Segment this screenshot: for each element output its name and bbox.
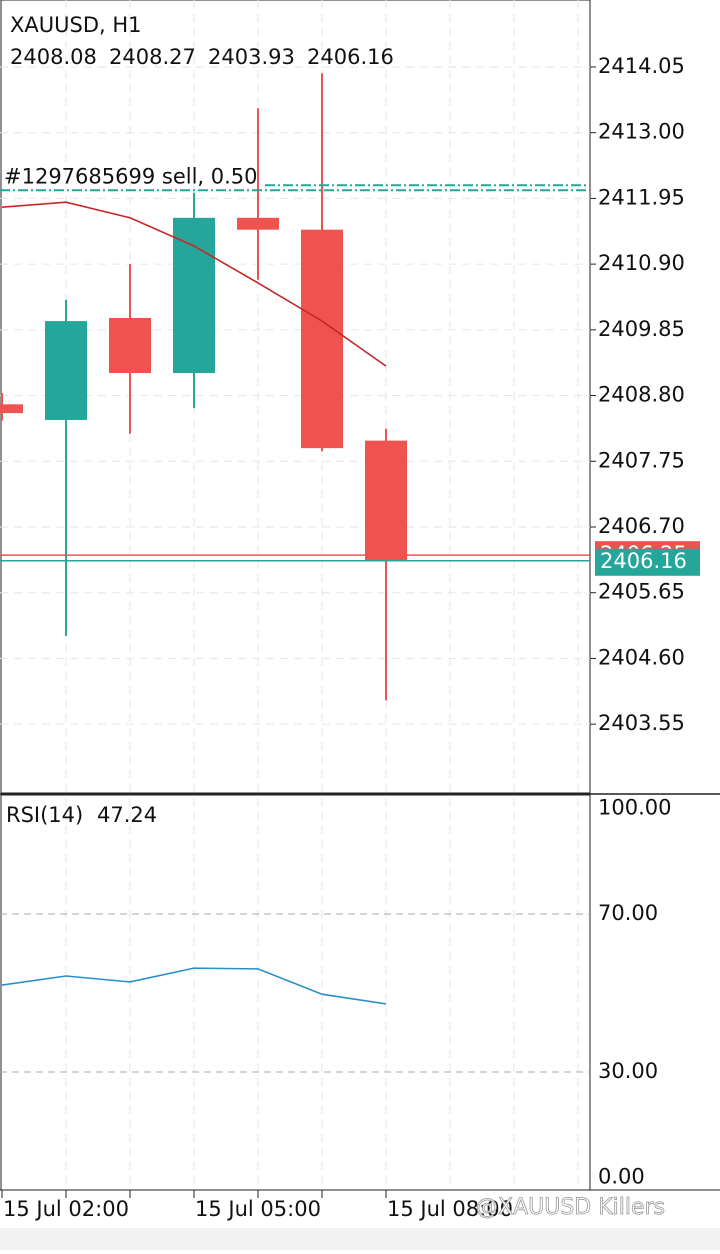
- y-tick-label: 2407.75: [598, 448, 685, 472]
- labels: 2414.05 2413.00 2411.95 2410.90 2409.85 2408.…: [1, 45, 700, 1221]
- y-tick-label: 2409.85: [598, 317, 685, 341]
- ohlc-value: 2403.93: [208, 45, 295, 69]
- y-tick-label: 2405.65: [598, 580, 685, 604]
- y-tick-label: 2411.95: [598, 185, 685, 209]
- rsi-value: 47.24: [97, 803, 157, 827]
- candle-body: [173, 217, 215, 374]
- y-tick-label: 2406.70: [598, 514, 685, 538]
- chart-title: XAUUSD, H1: [10, 13, 142, 37]
- grid: [0, 0, 590, 1190]
- y-tick-label: 0.00: [598, 1165, 645, 1189]
- y-tick-label: 30.00: [598, 1059, 658, 1083]
- ohlc-value: 2406.16: [307, 45, 394, 69]
- candle-body: [109, 317, 151, 374]
- watermark: @XAUUSD Killers: [476, 1195, 665, 1220]
- ohlc-value: 2408.08: [10, 45, 97, 69]
- y-tick-label: 2404.60: [598, 645, 685, 669]
- candle-body: [237, 217, 279, 230]
- candle-body: [45, 321, 87, 420]
- price-label: 2406.16: [600, 549, 687, 573]
- y-tick-label: 100.00: [598, 796, 671, 820]
- bottom-bar: [0, 1228, 720, 1250]
- order-label: #1297685699 sell, 0.50: [4, 164, 258, 188]
- y-tick-label: 2408.80: [598, 383, 685, 407]
- candle-body: [301, 229, 343, 449]
- candle-body: [0, 404, 23, 414]
- x-tick-label: 15 Jul 08:00: [387, 1197, 513, 1221]
- x-tick-label: 15 Jul 02:00: [3, 1197, 129, 1221]
- price-panel-border: [0, 0, 591, 794]
- rsi-line: [1, 967, 387, 1005]
- y-tick-label: 2414.05: [598, 54, 685, 78]
- x-tick-label: 15 Jul 05:00: [195, 1197, 321, 1221]
- y-tick-label: 70.00: [598, 901, 658, 925]
- ohlc-value: 2408.27: [109, 45, 196, 69]
- moving-average: [1, 201, 387, 367]
- rsi-panel-border: [0, 794, 591, 1191]
- candle-body: [365, 440, 407, 561]
- y-tick-label: 2410.90: [598, 251, 685, 275]
- price-label-box: [595, 548, 700, 576]
- marks: [0, 73, 590, 1005]
- rsi-name: RSI(14): [6, 803, 83, 827]
- y-tick-label: 2403.55: [598, 711, 685, 735]
- y-tick-label: 2413.00: [598, 120, 685, 144]
